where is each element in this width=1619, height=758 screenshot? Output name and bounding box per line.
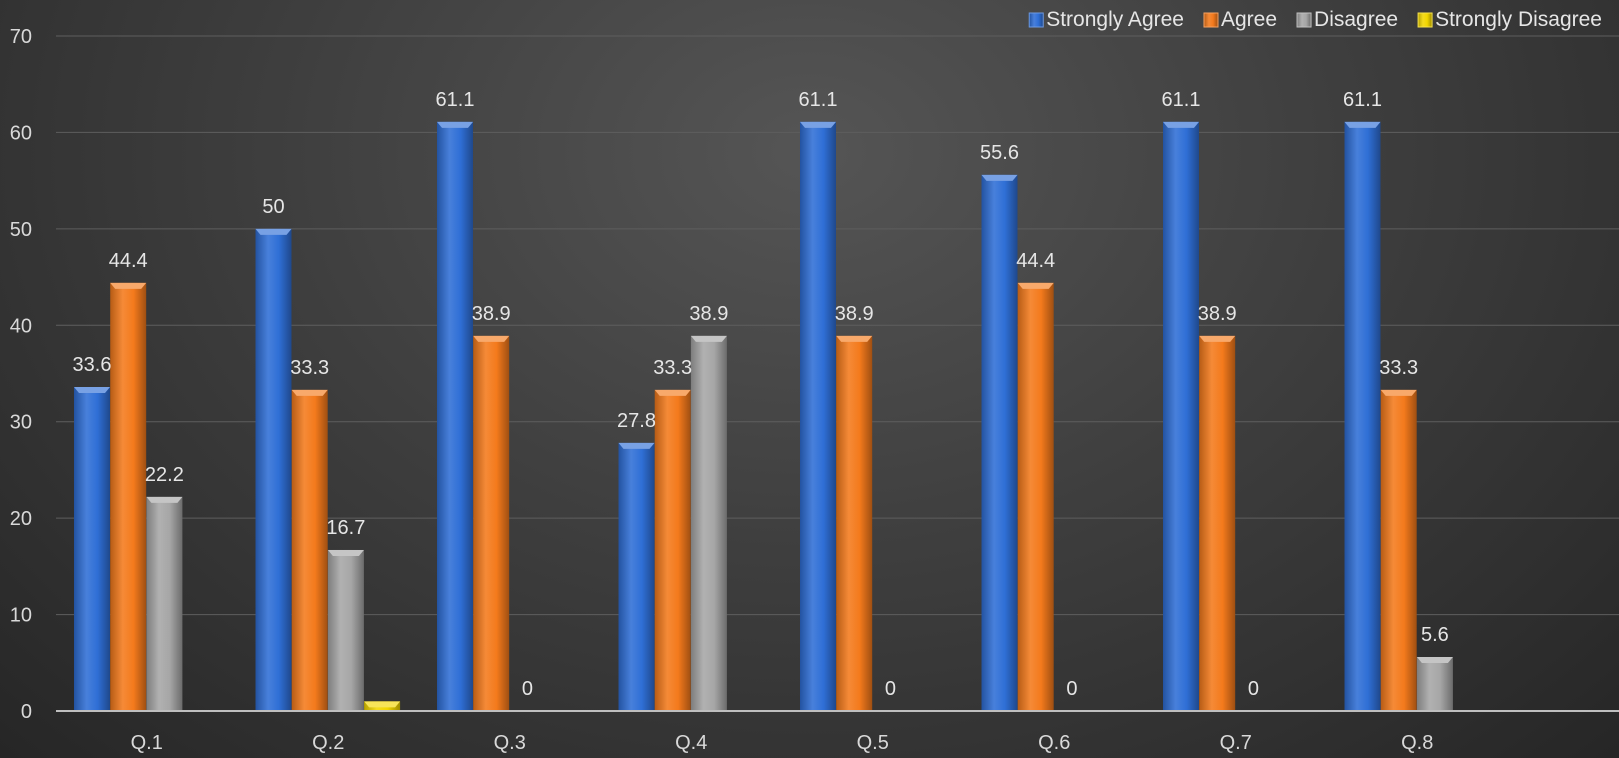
y-tick-label: 30 xyxy=(10,412,32,434)
bar-bevel xyxy=(255,228,292,235)
data-label: 38.9 xyxy=(835,303,874,325)
x-axis: Q.1 Q.2 Q.3 Q.4 Q.5 Q.6 Q.7 Q.8 xyxy=(56,710,1619,754)
bar-bevel xyxy=(690,335,727,342)
bar-strongly-agree xyxy=(1163,121,1199,712)
data-label: 55.6 xyxy=(980,142,1019,164)
bar-bevel xyxy=(74,387,110,393)
data-label: 38.9 xyxy=(689,303,728,325)
bar-strongly-agree xyxy=(74,387,110,711)
bar-strongly-agree xyxy=(1344,121,1381,712)
y-tick-label: 0 xyxy=(21,701,32,723)
bar-disagree xyxy=(690,335,727,711)
bar-strongly-agree xyxy=(800,121,836,712)
data-label: 38.9 xyxy=(472,303,511,325)
y-tick-label: 60 xyxy=(10,122,32,144)
data-label: 33.3 xyxy=(1379,357,1418,379)
y-tick-label: 20 xyxy=(10,508,32,530)
x-tick-label: Q.6 xyxy=(1038,732,1070,754)
legend-swatch xyxy=(1028,12,1044,28)
data-label: 33.3 xyxy=(653,357,692,379)
legend-swatch xyxy=(1203,12,1219,28)
data-label: 61.1 xyxy=(436,89,475,111)
data-label: 0 xyxy=(885,678,896,700)
bar-bevel xyxy=(654,389,691,396)
y-tick-label: 70 xyxy=(10,26,32,48)
y-tick-label: 50 xyxy=(10,219,32,241)
data-label: 61.1 xyxy=(1343,89,1382,111)
legend-label: Agree xyxy=(1221,8,1277,31)
bar-strongly-agree xyxy=(618,442,655,711)
y-tick-label: 10 xyxy=(10,605,32,627)
bar-bevel xyxy=(291,389,328,396)
x-tick-label: Q.3 xyxy=(494,732,526,754)
bar-agree xyxy=(654,389,691,711)
bar-bevel xyxy=(437,121,473,128)
data-label: 0 xyxy=(522,678,533,700)
legend-label: Strongly Agree xyxy=(1046,8,1184,31)
y-axis: 0 10 20 30 40 50 60 70 xyxy=(10,26,32,723)
bar-agree xyxy=(1017,282,1054,711)
bar-bevel xyxy=(1199,335,1236,342)
bar-bevel xyxy=(1163,121,1199,128)
bar-disagree xyxy=(146,496,183,711)
data-label: 27.8 xyxy=(617,410,656,432)
x-tick-label: Q.1 xyxy=(131,732,163,754)
legend-item: Strongly Disagree xyxy=(1417,8,1602,31)
legend-label: Strongly Disagree xyxy=(1435,8,1602,31)
bar-strongly-agree xyxy=(437,121,473,712)
bars xyxy=(74,121,1453,712)
bar-bevel xyxy=(110,282,147,289)
legend: Strongly Agree Agree Disagree Strongly Disa… xyxy=(1028,8,1602,31)
x-tick-label: Q.7 xyxy=(1220,732,1252,754)
legend-label: Disagree xyxy=(1314,8,1398,31)
bar-agree xyxy=(836,335,873,711)
bar-strongly-agree xyxy=(255,228,292,711)
bar-bevel xyxy=(618,442,655,449)
bar-agree xyxy=(110,282,147,711)
data-label: 0 xyxy=(1248,678,1259,700)
bar-agree xyxy=(1380,389,1417,711)
data-label: 16.7 xyxy=(326,517,365,539)
bar-bevel xyxy=(327,549,364,556)
x-tick-label: Q.5 xyxy=(857,732,889,754)
data-label: 33.3 xyxy=(290,357,329,379)
data-label: 50 xyxy=(262,196,284,218)
bar-bevel xyxy=(981,174,1018,181)
bar-bevel xyxy=(836,335,873,342)
data-labels: 33.6 50 61.1 27.8 61.1 55.6 61.1 61.1 44.4 33.3 38… xyxy=(73,89,1449,700)
bar-bevel xyxy=(800,121,836,128)
data-label: 22.2 xyxy=(145,464,184,486)
bar-bevel xyxy=(364,701,401,708)
bar-bevel xyxy=(1416,657,1453,663)
data-label: 61.1 xyxy=(799,89,838,111)
bar-bevel xyxy=(146,496,183,503)
x-tick-label: Q.2 xyxy=(312,732,344,754)
data-label: 33.6 xyxy=(73,354,112,376)
data-label: 44.4 xyxy=(109,250,148,272)
data-label: 5.6 xyxy=(1421,624,1449,646)
data-label: 38.9 xyxy=(1198,303,1237,325)
bar-disagree xyxy=(1416,657,1453,711)
data-label: 44.4 xyxy=(1016,250,1055,272)
legend-swatch xyxy=(1417,12,1433,28)
legend-item: Strongly Agree xyxy=(1028,8,1184,31)
bar-bevel xyxy=(473,335,510,342)
legend-item: Disagree xyxy=(1296,8,1398,31)
bar-bevel xyxy=(1017,282,1054,289)
x-tick-label: Q.8 xyxy=(1401,732,1433,754)
bar-disagree xyxy=(327,549,364,711)
legend-item: Agree xyxy=(1203,8,1277,31)
bar-bevel xyxy=(1380,389,1417,396)
y-tick-label: 40 xyxy=(10,315,32,337)
bar-agree xyxy=(291,389,328,711)
x-tick-label: Q.4 xyxy=(675,732,707,754)
bar-agree xyxy=(473,335,510,711)
bar-strongly-agree xyxy=(981,174,1018,711)
bar-bevel xyxy=(1344,121,1381,128)
bar-agree xyxy=(1199,335,1236,711)
legend-swatch xyxy=(1296,12,1312,28)
data-label: 0 xyxy=(1066,678,1077,700)
data-label: 61.1 xyxy=(1162,89,1201,111)
